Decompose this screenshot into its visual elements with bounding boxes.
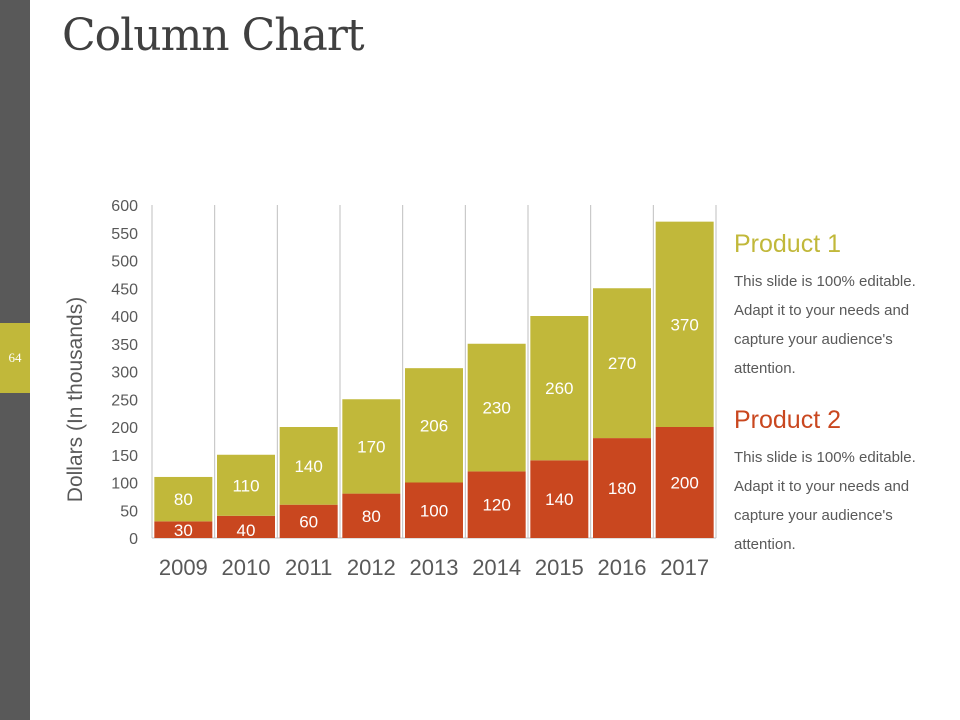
y-tick-label: 50 (120, 503, 138, 520)
data-label: 100 (420, 501, 448, 520)
x-tick-label: 2010 (222, 555, 271, 580)
y-tick-label: 200 (111, 420, 138, 437)
bar-product-1 (217, 454, 275, 516)
page-number-tab: 64 (0, 323, 30, 393)
bar-product-2 (279, 504, 338, 538)
y-tick-label: 300 (111, 365, 138, 382)
data-label: 180 (608, 479, 636, 498)
bar-product-1 (279, 427, 338, 505)
x-tick-label: 2015 (535, 555, 584, 580)
data-label: 140 (294, 457, 322, 476)
x-tick-label: 2017 (660, 555, 709, 580)
bar-product-2 (593, 438, 651, 538)
page-number: 64 (8, 350, 22, 365)
bar-product-2 (154, 521, 213, 538)
data-label: 140 (545, 490, 573, 509)
data-label: 260 (545, 379, 573, 398)
legend-product-2: Product 2 This slide is 100% editable. A… (734, 406, 934, 559)
y-tick-label: 350 (111, 337, 138, 354)
data-label: 60 (299, 512, 318, 531)
bar-product-2 (342, 493, 401, 538)
bar-product-2 (530, 460, 589, 538)
legend-product-1-text: This slide is 100% editable. Adapt it to… (734, 273, 916, 377)
bar-product-1 (593, 288, 651, 439)
bar-product-1 (405, 368, 463, 483)
y-tick-label: 550 (111, 226, 138, 243)
bar-product-2 (467, 471, 526, 538)
bar-product-2 (655, 427, 714, 538)
legend-product-2-title: Product 2 (734, 406, 842, 434)
data-label: 270 (608, 354, 636, 373)
bar-product-2 (217, 515, 275, 538)
data-label: 80 (174, 490, 193, 509)
bar-product-2 (405, 482, 463, 538)
data-label: 170 (357, 437, 385, 456)
y-tick-label: 150 (111, 448, 138, 465)
y-tick-label: 400 (111, 309, 138, 326)
y-tick-label: 600 (111, 198, 138, 215)
data-label: 206 (420, 416, 448, 435)
x-tick-label: 2014 (472, 555, 521, 580)
x-tick-label: 2009 (159, 555, 208, 580)
data-label: 370 (670, 315, 698, 334)
bar-product-1 (154, 476, 213, 522)
data-label: 120 (482, 496, 510, 515)
legend-product-1-title: Product 1 (734, 230, 842, 258)
x-tick-label: 2011 (285, 555, 332, 580)
y-tick-label: 500 (111, 254, 138, 271)
y-tick-label: 450 (111, 281, 138, 298)
y-axis-title: Dollars (In thousands) (64, 297, 87, 502)
page-title: Column Chart (62, 10, 365, 61)
data-label: 40 (237, 521, 256, 540)
legend-product-1: Product 1 This slide is 100% editable. A… (734, 230, 934, 383)
x-tick-label: 2013 (410, 555, 459, 580)
data-label: 80 (362, 507, 381, 526)
y-tick-label: 100 (111, 476, 138, 493)
bar-product-1 (530, 316, 589, 461)
bar-product-1 (467, 343, 526, 472)
data-label: 110 (232, 476, 259, 495)
legend-product-2-text: This slide is 100% editable. Adapt it to… (734, 449, 916, 553)
x-tick-label: 2012 (347, 555, 396, 580)
x-tick-label: 2016 (598, 555, 647, 580)
y-tick-label: 250 (111, 392, 138, 409)
y-tick-label: 0 (129, 531, 138, 548)
bar-product-1 (655, 221, 714, 427)
bar-product-1 (342, 399, 401, 494)
data-label: 230 (482, 399, 510, 418)
data-label: 200 (670, 474, 698, 493)
data-label: 30 (174, 521, 193, 540)
